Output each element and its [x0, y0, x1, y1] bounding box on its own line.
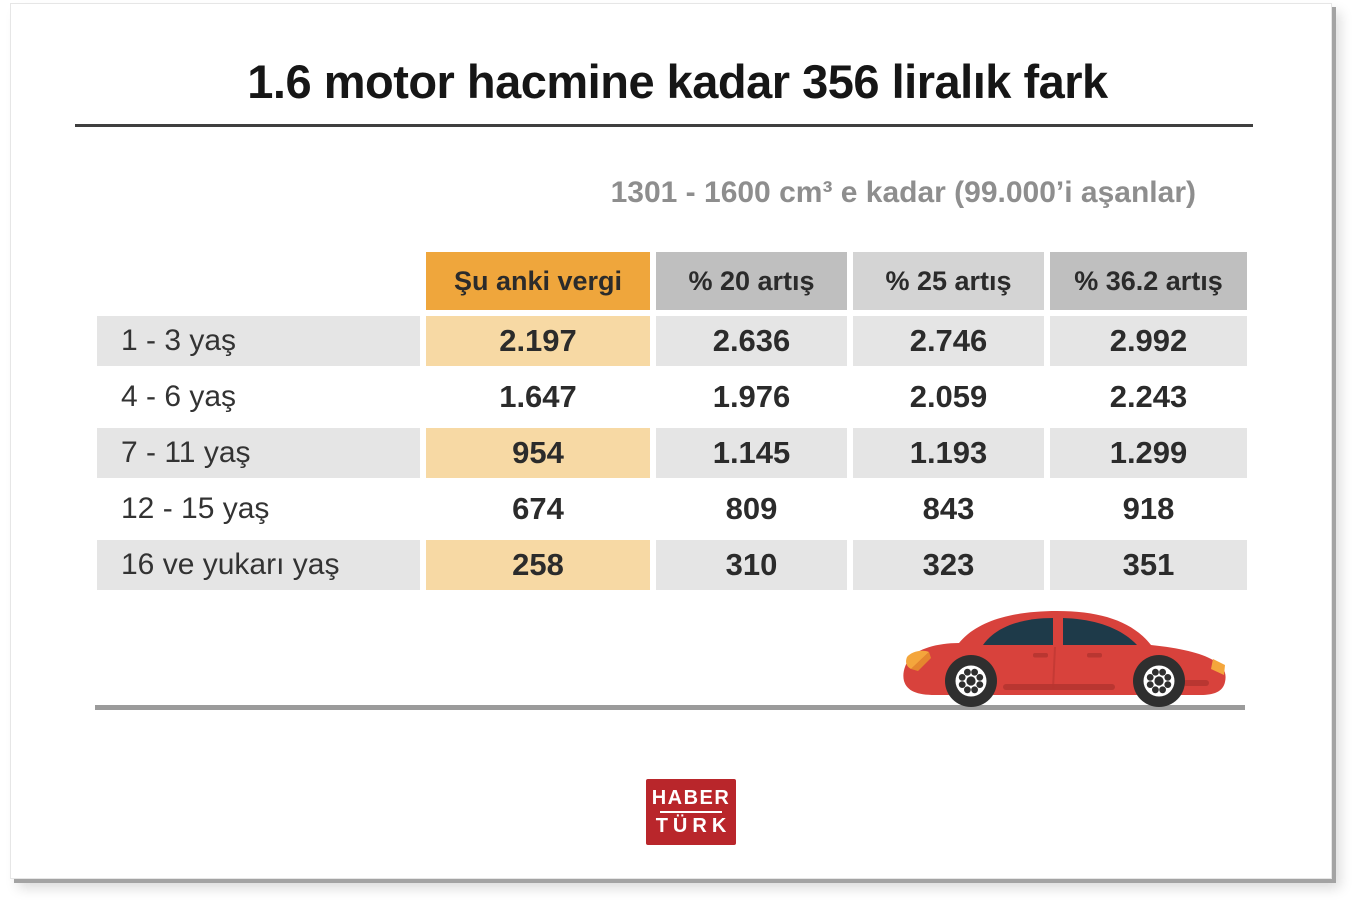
table-cell: 2.636: [656, 316, 847, 366]
table-corner-spacer: [97, 252, 420, 310]
table-cell: 310: [656, 540, 847, 590]
page-title: 1.6 motor hacmine kadar 356 liralık fark: [247, 55, 1108, 108]
table-cell: 674: [512, 491, 564, 526]
row-label-age-16-plus: 16 ve yukarı yaş: [97, 540, 420, 590]
column-header-20-increase: % 20 artış: [656, 252, 847, 310]
table-cell: 1.299: [1050, 428, 1247, 478]
table-cell: 2.746: [853, 316, 1044, 366]
table-cell: 1.976: [712, 379, 791, 414]
table-cell: 1.193: [853, 428, 1044, 478]
logo-line-2: TÜRK: [655, 815, 732, 837]
title-divider: [75, 124, 1253, 127]
tax-table: Şu anki vergi % 20 artış % 25 artış % 36…: [97, 252, 1247, 590]
engine-range-subtitle: 1301 - 1600 cm³ e kadar (99.000’i aşanla…: [610, 176, 1196, 209]
column-header-36-increase: % 36.2 artış: [1050, 252, 1247, 310]
column-header-25-increase: % 25 artış: [853, 252, 1044, 310]
row-label-age-4-6: 4 - 6 yaş: [121, 380, 237, 413]
table-cell: 258: [426, 540, 650, 590]
table-cell: 843: [922, 491, 975, 526]
row-label-age-7-11: 7 - 11 yaş: [97, 428, 420, 478]
table-cell: 2.059: [909, 379, 988, 414]
row-label-age-12-15: 12 - 15 yaş: [121, 492, 270, 525]
car-icon: [903, 611, 1226, 707]
table-cell: 1.145: [656, 428, 847, 478]
logo-line-1: HABER: [651, 787, 731, 809]
haberturk-logo: HABER TÜRK: [646, 779, 736, 845]
table-cell: 918: [1122, 491, 1175, 526]
logo-separator: [660, 811, 722, 813]
row-label-age-1-3: 1 - 3 yaş: [97, 316, 420, 366]
column-header-current-tax: Şu anki vergi: [426, 252, 650, 310]
table-cell: 2.992: [1050, 316, 1247, 366]
table-cell: 2.243: [1109, 379, 1188, 414]
table-cell: 323: [853, 540, 1044, 590]
table-cell: 2.197: [426, 316, 650, 366]
table-cell: 1.647: [499, 379, 577, 414]
table-cell: 954: [426, 428, 650, 478]
table-cell: 809: [725, 491, 778, 526]
road-line: [95, 705, 1245, 710]
table-cell: 351: [1050, 540, 1247, 590]
